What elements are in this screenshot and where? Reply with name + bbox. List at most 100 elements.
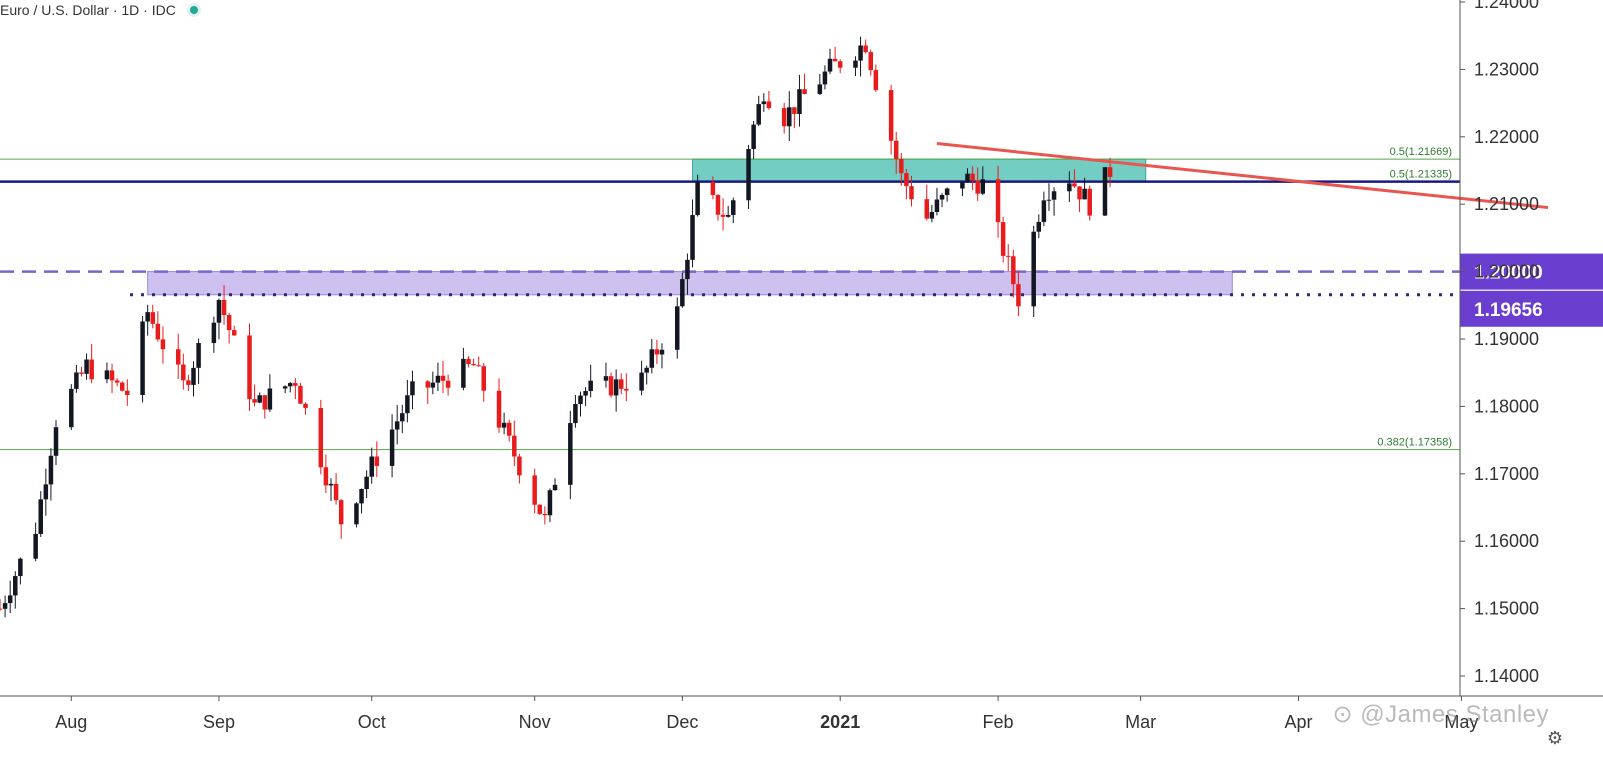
candle: [501, 412, 507, 435]
candle-body: [680, 279, 685, 307]
x-tick-label: Apr: [1284, 712, 1312, 732]
candle-body: [1051, 191, 1057, 200]
candle-body: [873, 70, 879, 91]
candle: [1000, 217, 1006, 263]
candle: [104, 362, 110, 384]
candle: [893, 132, 899, 174]
candle-body: [715, 195, 721, 215]
candle-body: [374, 456, 380, 466]
candle: [822, 65, 828, 90]
candle: [929, 204, 935, 223]
candle: [175, 333, 181, 380]
candle: [649, 339, 655, 374]
candle: [588, 364, 593, 398]
candle-body: [822, 71, 828, 85]
candle: [369, 447, 374, 484]
candle-body: [257, 395, 262, 403]
candle-body: [960, 182, 965, 189]
candle-body: [685, 259, 690, 280]
candle: [328, 478, 334, 502]
candle-body: [965, 173, 970, 183]
candle-body: [1077, 186, 1082, 200]
candle: [405, 379, 410, 423]
candle-body: [904, 173, 909, 187]
candle-body: [0, 608, 3, 610]
candle: [109, 363, 115, 394]
candle: [318, 399, 324, 475]
candle: [247, 323, 252, 411]
candle-body: [787, 107, 792, 127]
price-badge: [1460, 290, 1603, 327]
x-tick-label: May: [1444, 712, 1478, 732]
candle-body: [89, 359, 94, 380]
candle: [1072, 169, 1077, 189]
candle-body: [288, 383, 293, 387]
y-tick-label: 1.15000: [1474, 599, 1539, 619]
candle-body: [756, 104, 761, 125]
candle-body: [690, 215, 695, 260]
candle-body: [252, 399, 257, 403]
candle-body: [33, 533, 38, 559]
candle-body: [797, 89, 802, 114]
candle: [680, 272, 685, 308]
candle: [257, 392, 262, 404]
candle-body: [944, 188, 950, 195]
candle-body: [400, 413, 405, 422]
candle-body: [863, 45, 868, 53]
candle-body: [125, 390, 130, 395]
zone-purple: [147, 271, 1233, 296]
candle-body: [7, 595, 13, 604]
y-tick-label: 1.20000: [1474, 262, 1539, 282]
candle-body: [323, 467, 329, 486]
candle: [84, 353, 89, 380]
candle: [119, 381, 125, 392]
candle: [303, 402, 308, 415]
gear-icon[interactable]: ⚙: [1546, 728, 1563, 748]
candle: [970, 166, 975, 190]
candle-body: [328, 483, 334, 486]
candle-body: [934, 199, 940, 212]
candle-body: [186, 380, 191, 385]
candle-body: [181, 364, 186, 381]
candle: [939, 193, 945, 208]
candle-body: [639, 372, 644, 391]
trendline: [936, 142, 1549, 210]
candle: [792, 107, 797, 129]
candle: [761, 93, 767, 112]
candle: [410, 370, 415, 410]
candle: [537, 504, 543, 515]
candle-body: [909, 186, 914, 200]
candle: [114, 378, 120, 387]
candle: [53, 420, 59, 466]
candle: [995, 165, 1001, 238]
candle-body: [191, 367, 196, 385]
candle-body: [405, 395, 410, 414]
candle: [578, 391, 583, 417]
candle: [899, 152, 904, 186]
candle: [191, 361, 196, 397]
candle-body: [761, 101, 767, 105]
candle-body: [573, 404, 578, 424]
y-tick-label: 1.22000: [1474, 127, 1539, 147]
candle-body: [211, 322, 217, 344]
candle-body: [746, 149, 751, 201]
candle-body: [578, 395, 583, 405]
candle: [659, 343, 665, 369]
candle-body: [1000, 222, 1006, 256]
candle: [787, 91, 792, 142]
candle-body: [293, 383, 298, 386]
candle-body: [695, 182, 700, 216]
candle-body: [53, 427, 59, 456]
candle-body: [853, 60, 858, 68]
candle: [837, 59, 843, 74]
candle-body: [644, 367, 649, 373]
candle-body: [471, 364, 476, 366]
y-tick-label: 1.23000: [1474, 59, 1539, 79]
candle: [1011, 249, 1016, 298]
candle-body: [1031, 231, 1036, 307]
candle-body: [720, 214, 726, 217]
candle: [980, 166, 986, 196]
candle: [400, 404, 405, 434]
candle-body: [318, 407, 324, 468]
